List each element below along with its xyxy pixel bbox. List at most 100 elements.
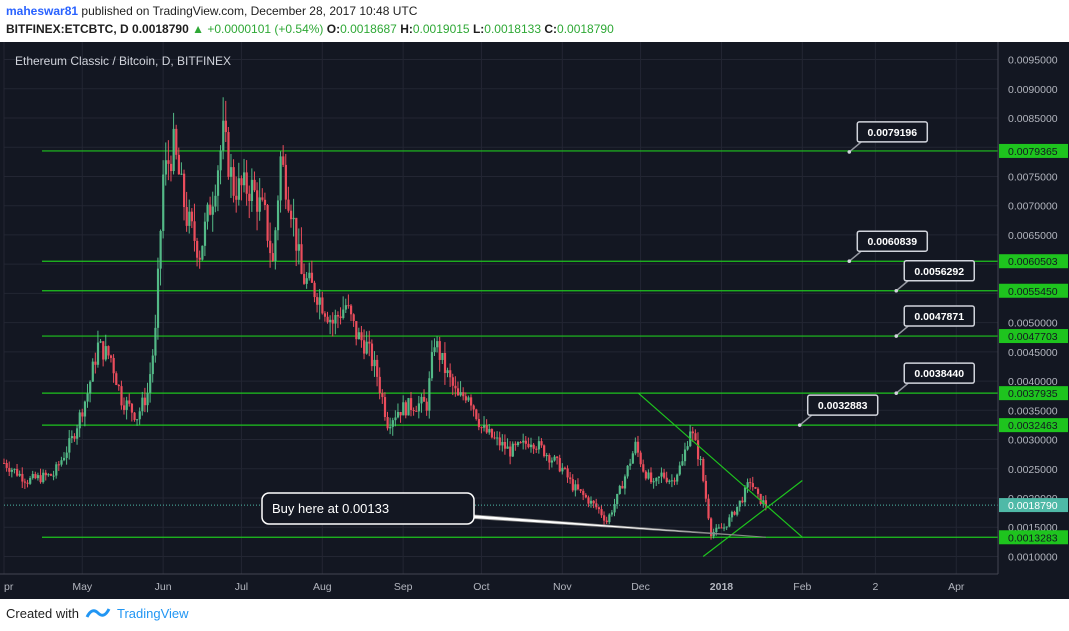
footer: Created with TradingView — [6, 605, 189, 621]
x-tick-label: Nov — [553, 581, 572, 593]
candle-body — [49, 474, 53, 476]
candle-body — [334, 315, 337, 324]
candle-body — [399, 412, 402, 416]
candle-body — [190, 211, 194, 222]
price-chart[interactable]: Ethereum Classic / Bitcoin, D, BITFINEX B… — [0, 42, 1069, 599]
candle-body — [415, 410, 418, 412]
callout-box — [903, 305, 976, 327]
tradingview-brand-link[interactable]: TradingView — [116, 605, 189, 621]
candle-body — [480, 427, 483, 429]
candle-body — [305, 278, 308, 284]
candle-body — [571, 479, 574, 491]
candle-body — [73, 436, 76, 439]
candle-body — [47, 474, 50, 476]
candle-body — [289, 210, 293, 220]
level-price-tag — [999, 329, 1068, 344]
candle-body — [681, 461, 684, 466]
candle-body — [112, 357, 115, 374]
candle-body — [691, 431, 694, 434]
candle-body — [402, 402, 405, 416]
candle-body — [600, 509, 603, 516]
candle-body — [120, 386, 123, 406]
candle-body — [428, 378, 431, 411]
candle-body — [36, 475, 40, 479]
candle-body — [759, 493, 762, 504]
candle-body — [683, 449, 687, 462]
candle-body — [749, 482, 752, 484]
candle-body — [710, 518, 713, 537]
candle-body — [363, 340, 366, 354]
candle-body — [295, 217, 298, 251]
candle-body — [556, 456, 559, 459]
candle-body — [172, 128, 175, 172]
candle-body — [665, 477, 668, 482]
x-tick-label: May — [72, 581, 93, 593]
callout-anchor-dot — [894, 288, 899, 293]
candle-body — [214, 195, 217, 207]
candle-body — [196, 240, 199, 258]
candle-body — [412, 410, 415, 412]
candle-body — [506, 446, 509, 449]
candle-body — [490, 428, 494, 438]
level-price-tag — [999, 530, 1068, 545]
candle-body — [21, 473, 24, 482]
chart-panel[interactable]: Ethereum Classic / Bitcoin, D, BITFINEX B… — [0, 42, 1069, 599]
candle-body — [227, 132, 230, 177]
y-tick-label: 0.0045000 — [1008, 347, 1058, 359]
candle-body — [102, 341, 105, 360]
x-tick-label: Jul — [235, 581, 248, 593]
candle-body — [5, 463, 8, 468]
candle-body — [248, 193, 251, 201]
candle-body — [621, 485, 624, 489]
candle-body — [347, 305, 350, 307]
candle-body — [438, 341, 441, 360]
callout-box — [856, 121, 929, 143]
author-link[interactable]: maheswar81 — [6, 4, 79, 18]
candle-body — [472, 405, 475, 410]
candle-body — [498, 437, 501, 446]
candle-body — [177, 154, 180, 175]
callout-pointer — [895, 280, 909, 292]
callout-pointer — [799, 414, 813, 426]
level-price-tag — [999, 254, 1068, 269]
candle-body — [117, 385, 120, 387]
candle-body — [352, 314, 355, 322]
candle-body — [96, 342, 100, 365]
y-tick-label: 0.0065000 — [1008, 230, 1058, 242]
candle-body — [250, 179, 254, 201]
candle-body — [676, 474, 679, 482]
candle-body — [237, 178, 241, 200]
candle-body — [261, 197, 264, 200]
created-with-text: Created with — [6, 605, 79, 621]
candle-body — [373, 359, 376, 367]
candle-body — [736, 506, 739, 515]
candle-body — [524, 440, 527, 444]
candle-body — [694, 433, 697, 441]
candle-body — [699, 458, 702, 460]
candle-body — [610, 512, 614, 515]
candle-body — [357, 332, 361, 340]
y-tick-label: 0.0050000 — [1008, 318, 1058, 330]
callout-box — [856, 230, 929, 252]
callout-box — [806, 394, 879, 416]
candle-body — [203, 221, 207, 246]
candle-body — [639, 452, 642, 465]
candle-body — [576, 484, 580, 490]
close-value: 0.0018790 — [557, 22, 614, 36]
candle-body — [561, 467, 564, 472]
candle-body — [441, 352, 444, 360]
candle-body — [232, 167, 235, 196]
level-price-label: 0.0037935 — [1008, 388, 1058, 400]
callout-anchor-dot — [894, 334, 899, 338]
candle-body — [235, 195, 238, 200]
candle-body — [109, 355, 113, 358]
y-tick-label: 0.0090000 — [1008, 84, 1058, 96]
candle-body — [76, 428, 79, 439]
candle-body — [423, 396, 426, 402]
candle-body — [156, 268, 160, 328]
candle-body — [535, 448, 538, 450]
trend-line — [637, 392, 803, 538]
candle-body — [417, 403, 421, 412]
candle-body — [83, 401, 87, 417]
level-price-label: 0.0055450 — [1008, 286, 1058, 298]
